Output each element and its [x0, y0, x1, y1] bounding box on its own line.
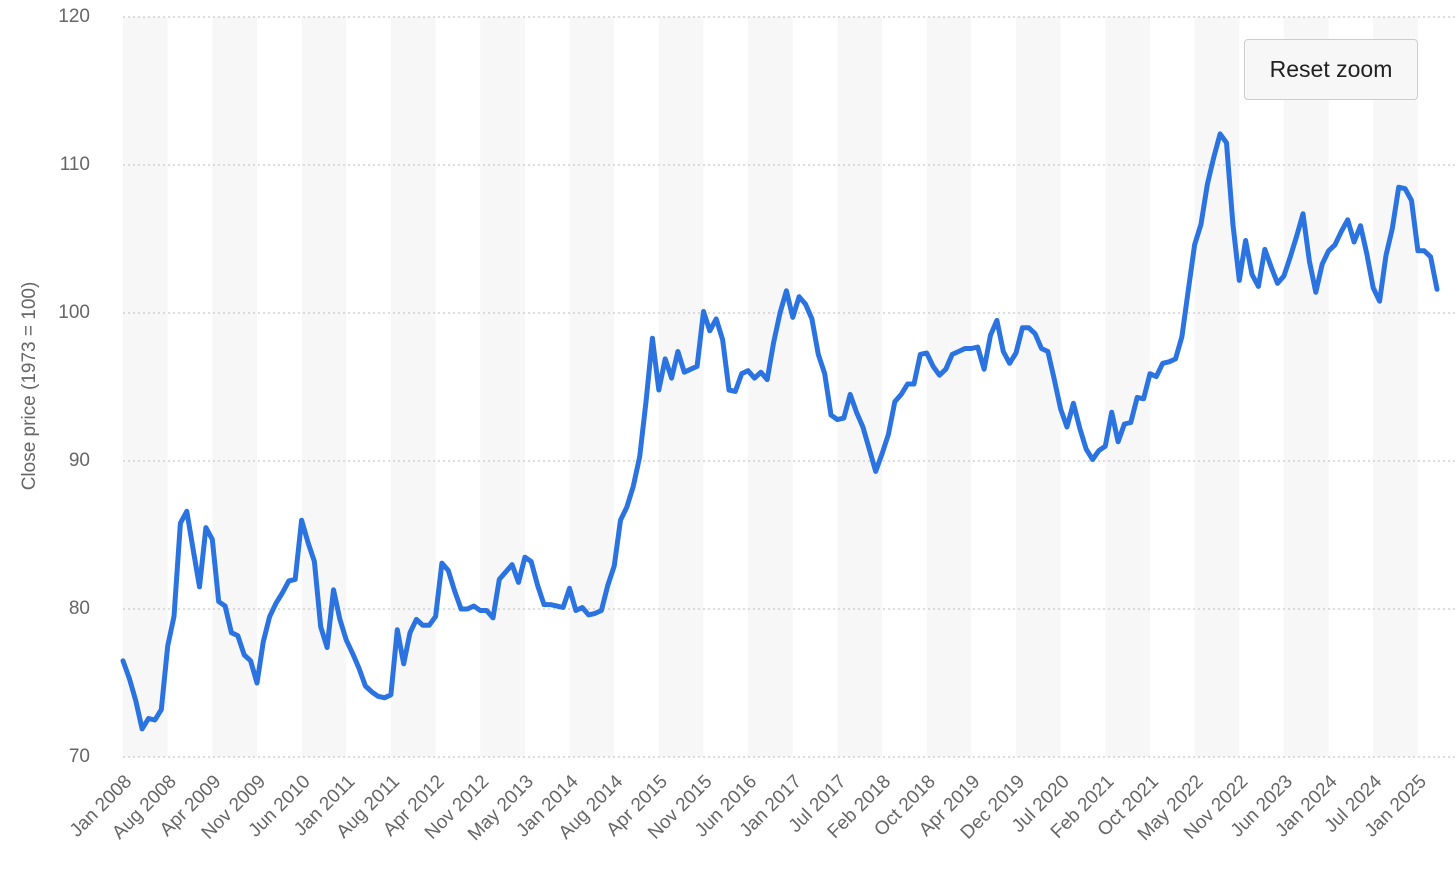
band [1373, 17, 1418, 757]
reset-zoom-button[interactable]: Reset zoom [1244, 39, 1418, 100]
y-tick-label: 90 [69, 450, 90, 471]
y-tick-label: 110 [60, 154, 90, 175]
band [748, 17, 793, 757]
band [480, 17, 525, 757]
y-tick-label: 120 [58, 6, 90, 27]
line [120, 131, 1440, 732]
y-tick-label: 100 [58, 302, 90, 323]
band [1283, 17, 1329, 757]
band [301, 17, 347, 757]
band [1194, 17, 1240, 757]
y-axis-label: Close price (1973 = 100) [19, 282, 40, 491]
y-tick-label: 80 [69, 598, 90, 619]
band [1016, 17, 1061, 757]
band [212, 17, 257, 757]
band [658, 17, 704, 757]
band [569, 17, 615, 757]
band [1105, 17, 1150, 757]
y-tick-label: 70 [69, 746, 90, 767]
band [926, 17, 972, 757]
band [123, 17, 168, 757]
band [837, 17, 883, 757]
